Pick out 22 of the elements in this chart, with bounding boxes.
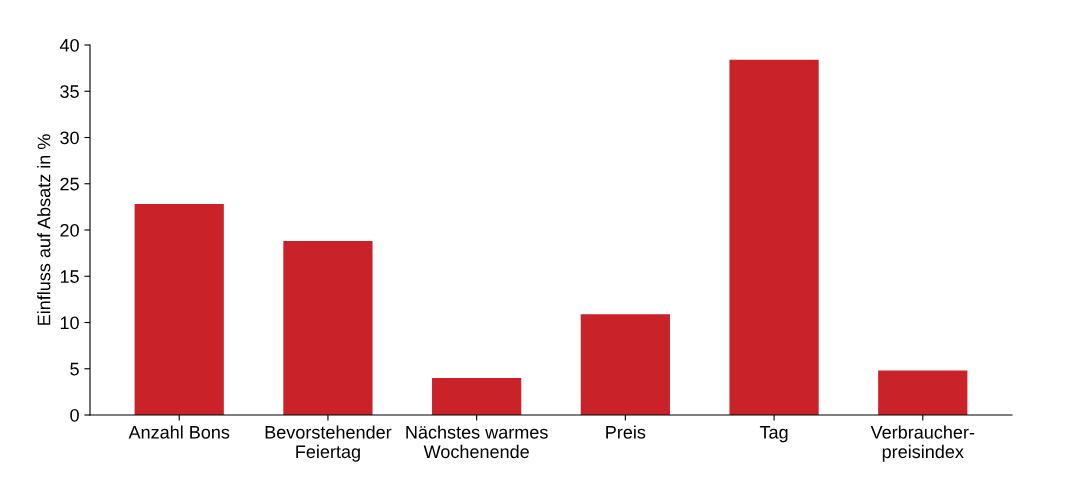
bar [432,378,522,415]
y-tick-label: 10 [60,316,79,330]
y-tick-label: 25 [60,177,79,191]
x-tick-label: Verbraucher- preisindex [870,425,975,462]
x-tick-label: Anzahl Bons [128,425,230,439]
x-tick-label: Bevorstehender Feiertag [265,425,392,462]
y-tick-label: 15 [60,270,79,283]
y-tick-label: 35 [60,85,79,98]
bar [729,59,819,415]
y-tick-label: 0 [70,408,79,422]
y-tick-label: 30 [60,131,79,145]
bar [134,204,224,415]
y-tick-label: 5 [70,362,79,376]
x-tick-label: Nächstes warmes Wochenende [406,425,548,459]
bar [878,370,968,415]
bar [580,314,670,415]
x-tick-label: Tag [759,426,788,443]
y-axis-title: Einfluss auf Absatz in % [37,134,51,325]
x-tick-label: Preis [606,425,646,439]
y-tick-label: 40 [59,38,79,52]
bar [283,241,373,415]
y-tick-label: 20 [60,223,79,237]
